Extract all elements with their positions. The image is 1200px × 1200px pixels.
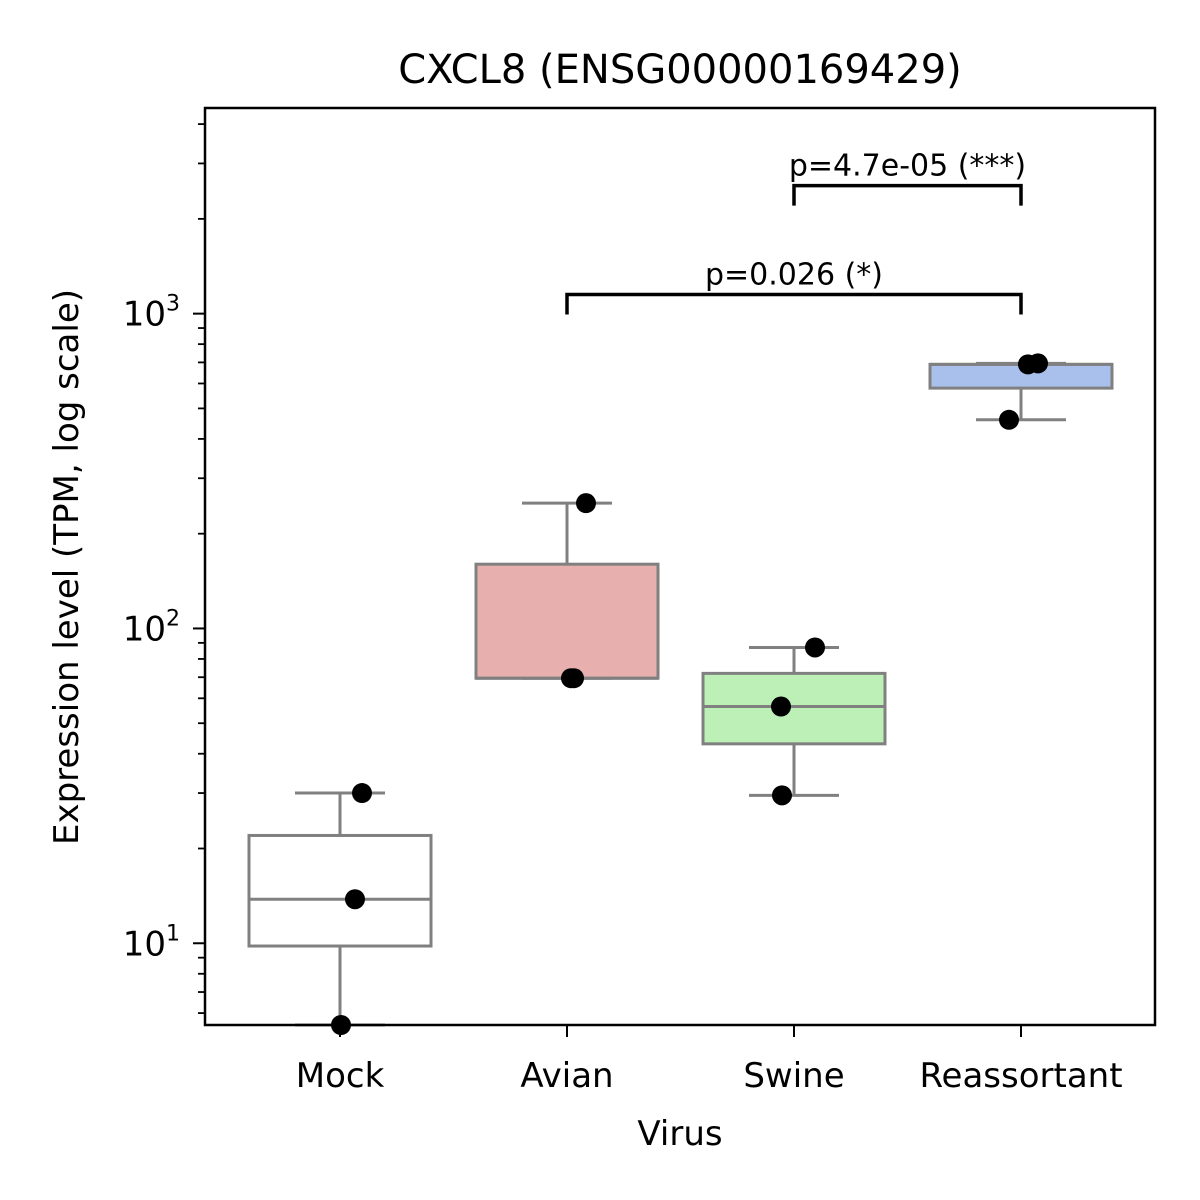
y-axis: 101 102 103 xyxy=(123,123,205,1015)
data-point xyxy=(1028,353,1048,374)
data-point xyxy=(352,783,372,804)
data-point xyxy=(805,637,825,658)
y-tick-label-1: 101 xyxy=(123,921,180,964)
significance-annotation-1: p=0.026 (*) xyxy=(565,258,1023,315)
data-point xyxy=(999,409,1019,430)
data-point xyxy=(561,668,581,689)
box-reassortant xyxy=(928,353,1114,430)
significance-label: p=4.7e-05 (***) xyxy=(789,149,1026,184)
significance-annotation-2: p=4.7e-05 (***) xyxy=(789,149,1026,206)
x-tick-label-reassortant: Reassortant xyxy=(919,1056,1122,1096)
plot-frame xyxy=(203,106,1157,1027)
x-tick-label-swine: Swine xyxy=(743,1056,844,1096)
data-point xyxy=(772,785,792,806)
significance-label: p=0.026 (*) xyxy=(705,258,883,293)
significance-bracket xyxy=(792,183,1023,206)
plot-area: p=0.026 (*) p=4.7e-05 (***) xyxy=(247,149,1114,1035)
chart-title: CXCL8 (ENSG00000169429) xyxy=(398,47,962,93)
x-tick-label-avian: Avian xyxy=(520,1056,613,1096)
data-point xyxy=(345,889,365,910)
significance-bracket xyxy=(565,292,1023,315)
y-tick-label-3: 103 xyxy=(123,292,180,335)
box-body xyxy=(247,833,433,948)
box-body xyxy=(701,671,887,746)
x-axis-label: Virus xyxy=(637,1114,722,1154)
data-point xyxy=(576,493,596,514)
x-tick-label-mock: Mock xyxy=(296,1056,385,1096)
y-axis-label: Expression level (TPM, log scale) xyxy=(47,289,87,845)
box-mock xyxy=(247,783,433,1035)
box-avian xyxy=(474,493,660,689)
box-swine xyxy=(701,637,887,806)
box-body xyxy=(474,562,660,680)
y-tick-label-2: 102 xyxy=(123,606,180,649)
x-axis: Mock Avian Swine Reassortant xyxy=(296,1025,1123,1096)
data-point xyxy=(771,696,791,717)
